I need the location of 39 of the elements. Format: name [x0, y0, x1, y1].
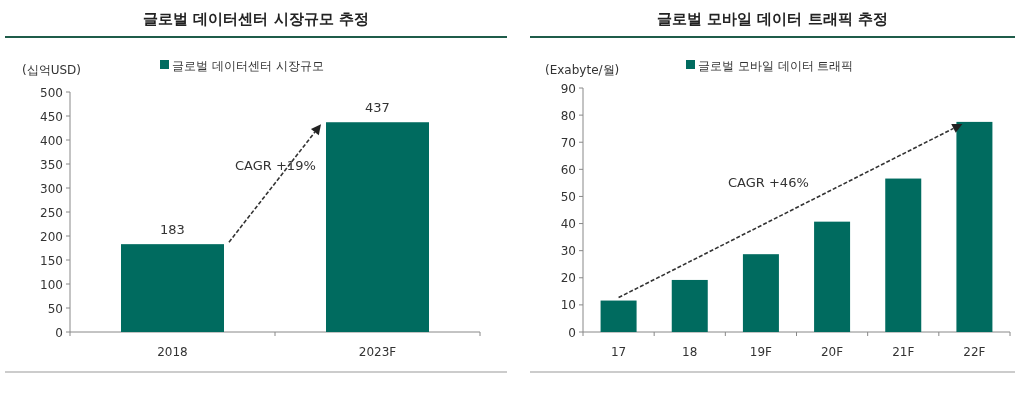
annotation: CAGR +19%: [235, 158, 316, 173]
y-tick-label: 350: [40, 157, 63, 172]
x-tick-label: 17: [610, 345, 627, 359]
y-axis-title: (십억USD): [22, 63, 82, 77]
y-tick-label: 10: [560, 298, 576, 313]
y-tick-label: 400: [40, 133, 63, 148]
y-tick-label: 70: [560, 135, 576, 150]
y-tick-label: 450: [40, 109, 63, 124]
y-tick-label: 60: [560, 162, 576, 177]
y-axis-title: (Exabyte/월): [545, 63, 620, 77]
legend-label: 글로벌 데이터센터 시장규모: [172, 59, 324, 73]
data-label: 183: [160, 222, 185, 238]
y-tick-label: 80: [560, 108, 576, 123]
chart-title: 글로벌 데이터센터 시장규모 추정: [143, 10, 369, 28]
y-tick-label: 90: [560, 81, 576, 96]
y-tick-label: 0: [55, 325, 63, 340]
y-tick-label: 100: [40, 277, 63, 292]
x-tick-label: 21F: [892, 345, 915, 359]
y-tick-label: 250: [40, 205, 63, 220]
y-tick-label: 50: [560, 189, 576, 204]
y-tick-label: 200: [40, 229, 63, 244]
y-tick-label: 40: [560, 217, 576, 232]
y-tick-label: 20: [560, 271, 576, 286]
chart-title: 글로벌 모바일 데이터 트래픽 추정: [657, 10, 888, 28]
y-tick-label: 30: [560, 244, 576, 259]
y-tick-label: 500: [40, 85, 63, 100]
x-tick-label: 18: [682, 345, 698, 359]
x-tick-label: 2018: [157, 345, 188, 359]
y-tick-label: 50: [47, 301, 63, 316]
x-tick-label: 19F: [749, 345, 773, 359]
x-tick-label: 2023F: [358, 345, 397, 359]
y-tick-label: 300: [40, 181, 63, 196]
x-tick-label: 22F: [963, 345, 986, 359]
annotation: CAGR +46%: [728, 175, 809, 190]
data-label: 437: [365, 100, 390, 116]
x-tick-label: 20F: [821, 345, 844, 359]
y-tick-label: 150: [40, 253, 63, 268]
legend-label: 글로벌 모바일 데이터 트래픽: [698, 59, 854, 73]
y-tick-label: 0: [568, 325, 576, 340]
